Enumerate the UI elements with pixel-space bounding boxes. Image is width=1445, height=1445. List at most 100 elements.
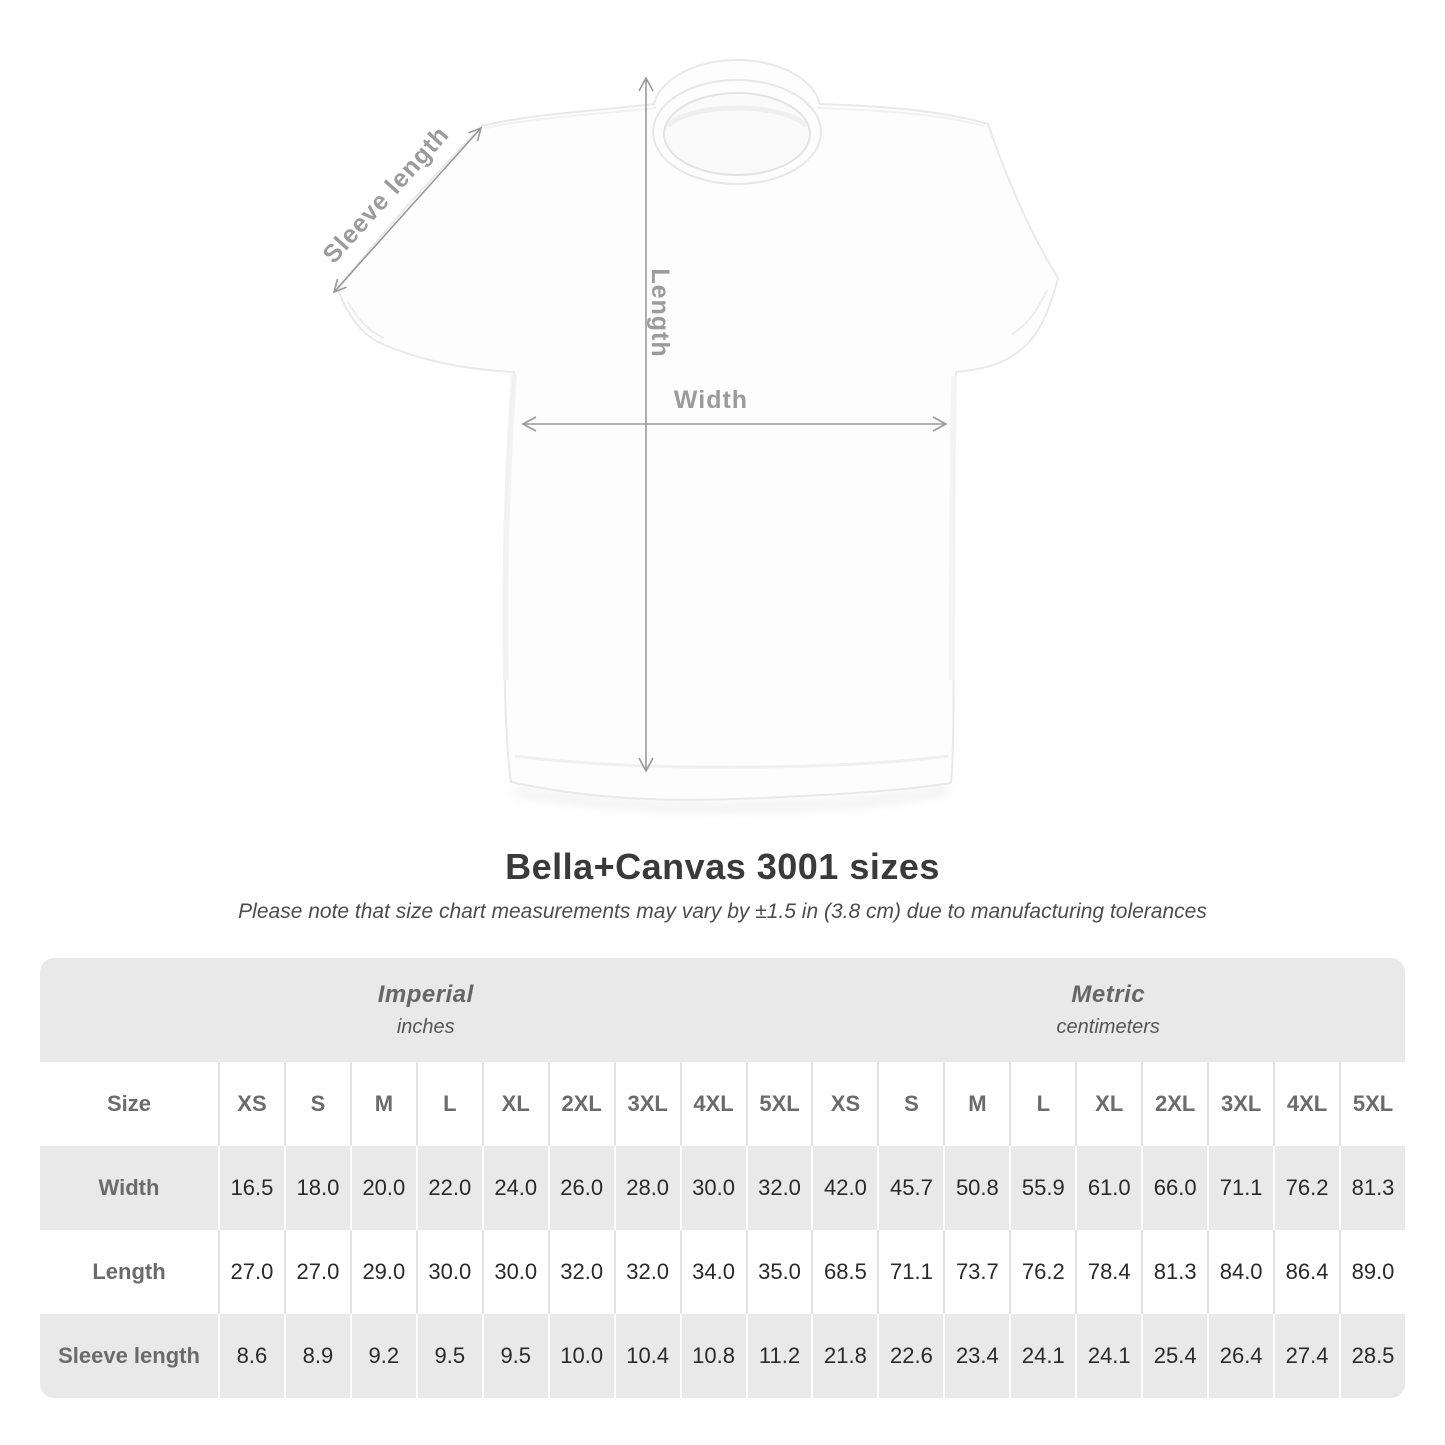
measurement-value-imperial: 26.0 (547, 1146, 614, 1230)
measurement-value-imperial: 32.0 (745, 1146, 812, 1230)
measurement-value-metric: 23.4 (943, 1314, 1010, 1398)
measurement-value-metric: 73.7 (943, 1230, 1010, 1314)
collar-inner-shadow (666, 105, 808, 128)
measurement-value-metric: 25.4 (1141, 1314, 1208, 1398)
measurement-value-imperial: 27.0 (218, 1230, 284, 1314)
collar-inner (663, 92, 811, 176)
left-shoulder-seam (485, 107, 657, 129)
measurement-value-imperial: 34.0 (679, 1230, 746, 1314)
measurement-value-metric: 89.0 (1339, 1230, 1405, 1314)
size-column-header-metric: XS (811, 1062, 878, 1146)
measurement-value-metric: 24.1 (1075, 1314, 1142, 1398)
measurement-value-metric: 28.5 (1339, 1314, 1405, 1398)
measurement-value-imperial: 22.0 (415, 1146, 482, 1230)
measurement-value-metric: 66.0 (1141, 1146, 1208, 1230)
measurement-value-metric: 81.3 (1339, 1146, 1405, 1230)
measurement-value-imperial: 10.0 (547, 1314, 614, 1398)
measurement-value-metric: 68.5 (811, 1230, 878, 1314)
measurement-value-imperial: 9.2 (349, 1314, 416, 1398)
size-column-header-metric: 3XL (1207, 1062, 1274, 1146)
left-sleeve-seam (347, 301, 385, 339)
measurement-value-metric: 84.0 (1207, 1230, 1274, 1314)
measurement-value-metric: 61.0 (1075, 1146, 1142, 1230)
measurement-row-label: Length (40, 1230, 218, 1314)
right-shoulder-seam (817, 107, 985, 127)
width-arrow (521, 416, 948, 432)
measurement-value-imperial: 30.0 (415, 1230, 482, 1314)
measurement-value-metric: 78.4 (1075, 1230, 1142, 1314)
width-label: Width (674, 386, 748, 414)
measurement-value-imperial: 9.5 (415, 1314, 482, 1398)
imperial-title: Imperial (377, 981, 474, 1008)
measurement-value-imperial: 32.0 (547, 1230, 614, 1314)
right-body-shadow (949, 375, 957, 681)
size-column-header-imperial: XL (481, 1062, 548, 1146)
shirt-diagram-svg: Sleeve length Length Width (317, 59, 1059, 813)
size-column-header-imperial: 5XL (745, 1062, 812, 1146)
size-column-header-metric: XL (1075, 1062, 1142, 1146)
size-column-header-metric: 5XL (1339, 1062, 1405, 1146)
size-column-header-metric: L (1009, 1062, 1076, 1146)
tshirt-silhouette (337, 59, 1059, 801)
measurement-value-metric: 55.9 (1009, 1146, 1076, 1230)
measurement-value-metric: 76.2 (1273, 1146, 1340, 1230)
measurement-value-imperial: 30.0 (679, 1146, 746, 1230)
imperial-header: Imperial inches (40, 958, 812, 1062)
measurement-value-metric: 71.1 (877, 1230, 944, 1314)
hem-fold-line (514, 754, 949, 769)
measurement-value-imperial: 16.5 (218, 1146, 284, 1230)
measurement-value-metric: 27.4 (1273, 1314, 1340, 1398)
measurement-value-imperial: 10.4 (613, 1314, 680, 1398)
measurement-value-imperial: 32.0 (613, 1230, 680, 1314)
metric-title: Metric (1071, 981, 1146, 1008)
right-sleeve-seam (1011, 289, 1048, 335)
measurement-value-metric: 21.8 (811, 1314, 878, 1398)
size-column-header-metric: M (943, 1062, 1010, 1146)
size-column-header-imperial: L (415, 1062, 482, 1146)
size-column-header-metric: S (877, 1062, 944, 1146)
size-column-header-imperial: XS (218, 1062, 284, 1146)
measurement-value-imperial: 24.0 (481, 1146, 548, 1230)
measurement-value-imperial: 11.2 (745, 1314, 812, 1398)
size-column-header-imperial: M (349, 1062, 416, 1146)
shirt-hem-shadow (515, 784, 948, 813)
tolerance-note: Please note that size chart measurements… (238, 900, 1207, 923)
measurement-value-metric: 76.2 (1009, 1230, 1076, 1314)
measurement-row-label: Sleeve length (40, 1314, 218, 1398)
measurement-value-metric: 24.1 (1009, 1314, 1076, 1398)
shirt-measurement-diagram: Sleeve length Length Width (280, 40, 1110, 830)
size-column-header-imperial: 4XL (679, 1062, 746, 1146)
measurement-value-imperial: 18.0 (283, 1146, 350, 1230)
page-title: Bella+Canvas 3001 sizes (505, 846, 940, 887)
measurement-row-label: Width (40, 1146, 218, 1230)
measurement-value-imperial: 10.8 (679, 1314, 746, 1398)
metric-header: Metric centimeters (811, 958, 1405, 1062)
size-column-header-metric: 4XL (1273, 1062, 1340, 1146)
size-row-label: Size (40, 1062, 218, 1146)
size-column-header-imperial: 3XL (613, 1062, 680, 1146)
measurement-value-imperial: 29.0 (349, 1230, 416, 1314)
measurement-value-imperial: 28.0 (613, 1146, 680, 1230)
sleeve-length-arrow (332, 126, 483, 294)
measurement-value-metric: 45.7 (877, 1146, 944, 1230)
measurement-value-metric: 26.4 (1207, 1314, 1274, 1398)
measurement-value-imperial: 27.0 (283, 1230, 350, 1314)
size-table: Imperial inches Metric centimeters Size X… (40, 958, 1405, 1398)
measurement-value-metric: 50.8 (943, 1146, 1010, 1230)
size-column-header-imperial: 2XL (547, 1062, 614, 1146)
metric-unit: centimeters (1056, 1016, 1160, 1038)
measurement-value-metric: 81.3 (1141, 1230, 1208, 1314)
measurement-value-imperial: 20.0 (349, 1146, 416, 1230)
left-underarm-shadow (502, 373, 517, 681)
measurement-value-imperial: 8.6 (218, 1314, 284, 1398)
measurement-value-imperial: 8.9 (283, 1314, 350, 1398)
imperial-unit: inches (396, 1016, 455, 1038)
collar-outer (652, 79, 822, 185)
measurement-value-metric: 42.0 (811, 1146, 878, 1230)
measurement-value-imperial: 9.5 (481, 1314, 548, 1398)
measurement-value-imperial: 35.0 (745, 1230, 812, 1314)
measurement-value-imperial: 30.0 (481, 1230, 548, 1314)
measurement-value-metric: 71.1 (1207, 1146, 1274, 1230)
size-column-header-metric: 2XL (1141, 1062, 1208, 1146)
